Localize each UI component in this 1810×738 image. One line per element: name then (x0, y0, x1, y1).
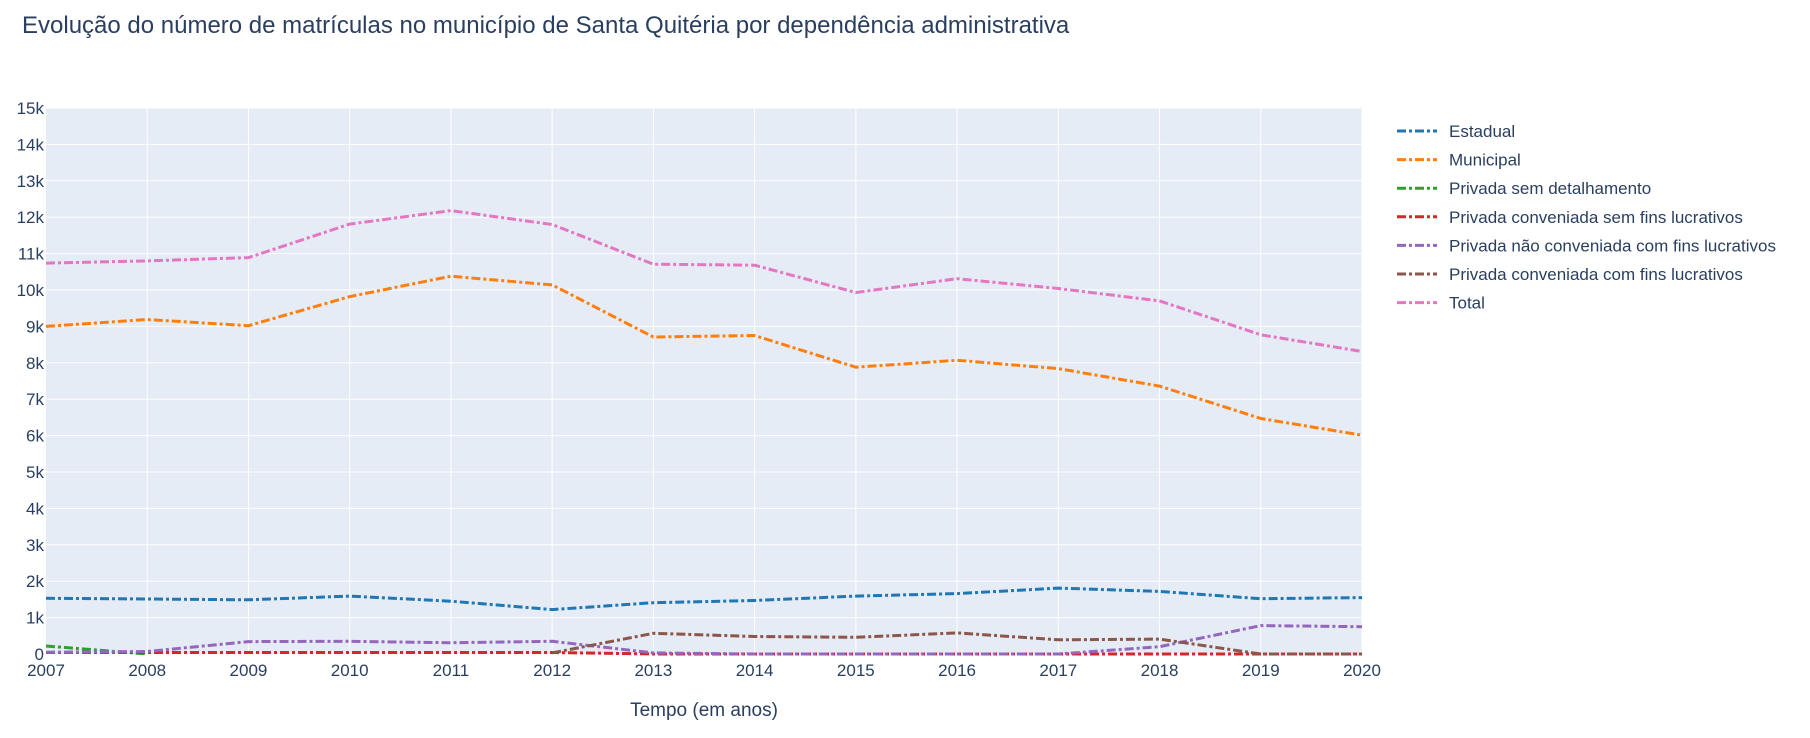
y-tick-label: 10k (17, 281, 45, 300)
legend-item-label: Municipal (1449, 151, 1521, 170)
y-tick-label: 7k (26, 390, 44, 409)
series-line (46, 651, 1362, 656)
y-tick-label: 6k (26, 427, 44, 446)
chart-title: Evolução do número de matrículas no muni… (22, 12, 1070, 39)
x-tick-label: 2012 (533, 661, 571, 680)
legend-item-label: Privada não conveniada com fins lucrativ… (1449, 236, 1776, 255)
y-tick-label: 15k (17, 99, 45, 118)
series-line (45, 274, 1363, 437)
grid-lines (46, 107, 1363, 654)
x-tick-label: 2007 (27, 661, 65, 680)
x-axis-ticks: 2007 2008 2009 2010 2011 2012 2013 2014 2015 2016… (27, 661, 1381, 680)
y-axis-ticks: 0 1k 2k 3k 4k 5k 6k 7k 8k 9k 10k 11k 12k 13k 14k 15k (17, 99, 45, 664)
series-line (45, 586, 1363, 612)
x-tick-label: 2020 (1343, 661, 1381, 680)
x-tick-label: 2014 (736, 661, 774, 680)
y-tick-label: 0 (35, 645, 44, 664)
legend: Estadual Municipal Privada sem detalhament… (1397, 122, 1776, 313)
x-tick-label: 2009 (230, 661, 268, 680)
legend-item-label: Total (1449, 294, 1485, 313)
x-axis-title: Tempo (em anos) (630, 700, 778, 721)
y-tick-label: 13k (17, 172, 45, 191)
y-tick-label: 9k (26, 317, 44, 336)
plot-area (46, 108, 1362, 654)
x-tick-label: 2011 (433, 661, 470, 680)
x-tick-label: 2019 (1242, 661, 1280, 680)
x-tick-label: 2008 (128, 661, 166, 680)
y-tick-label: 14k (17, 135, 45, 154)
y-tick-label: 1k (26, 609, 44, 628)
series-line (45, 209, 1363, 353)
y-tick-label: 12k (17, 208, 45, 227)
y-tick-label: 2k (26, 572, 44, 591)
x-tick-label: 2018 (1141, 661, 1179, 680)
x-tick-label: 2016 (938, 661, 976, 680)
y-tick-label: 3k (26, 536, 44, 555)
legend-item-label: Estadual (1449, 122, 1515, 141)
legend-item-label: Privada sem detalhamento (1449, 179, 1651, 198)
legend-item-label: Privada conveniada com fins lucrativos (1449, 265, 1743, 284)
x-tick-label: 2017 (1039, 661, 1077, 680)
y-tick-label: 4k (26, 499, 44, 518)
y-tick-label: 5k (26, 463, 44, 482)
y-tick-label: 11k (18, 245, 45, 264)
x-tick-label: 2013 (634, 661, 672, 680)
x-tick-label: 2015 (837, 661, 875, 680)
series-lines (45, 209, 1363, 656)
x-tick-label: 2010 (331, 661, 369, 680)
legend-item-label: Privada conveniada sem fins lucrativos (1449, 208, 1743, 227)
y-tick-label: 8k (26, 354, 44, 373)
series-line (45, 624, 1363, 656)
